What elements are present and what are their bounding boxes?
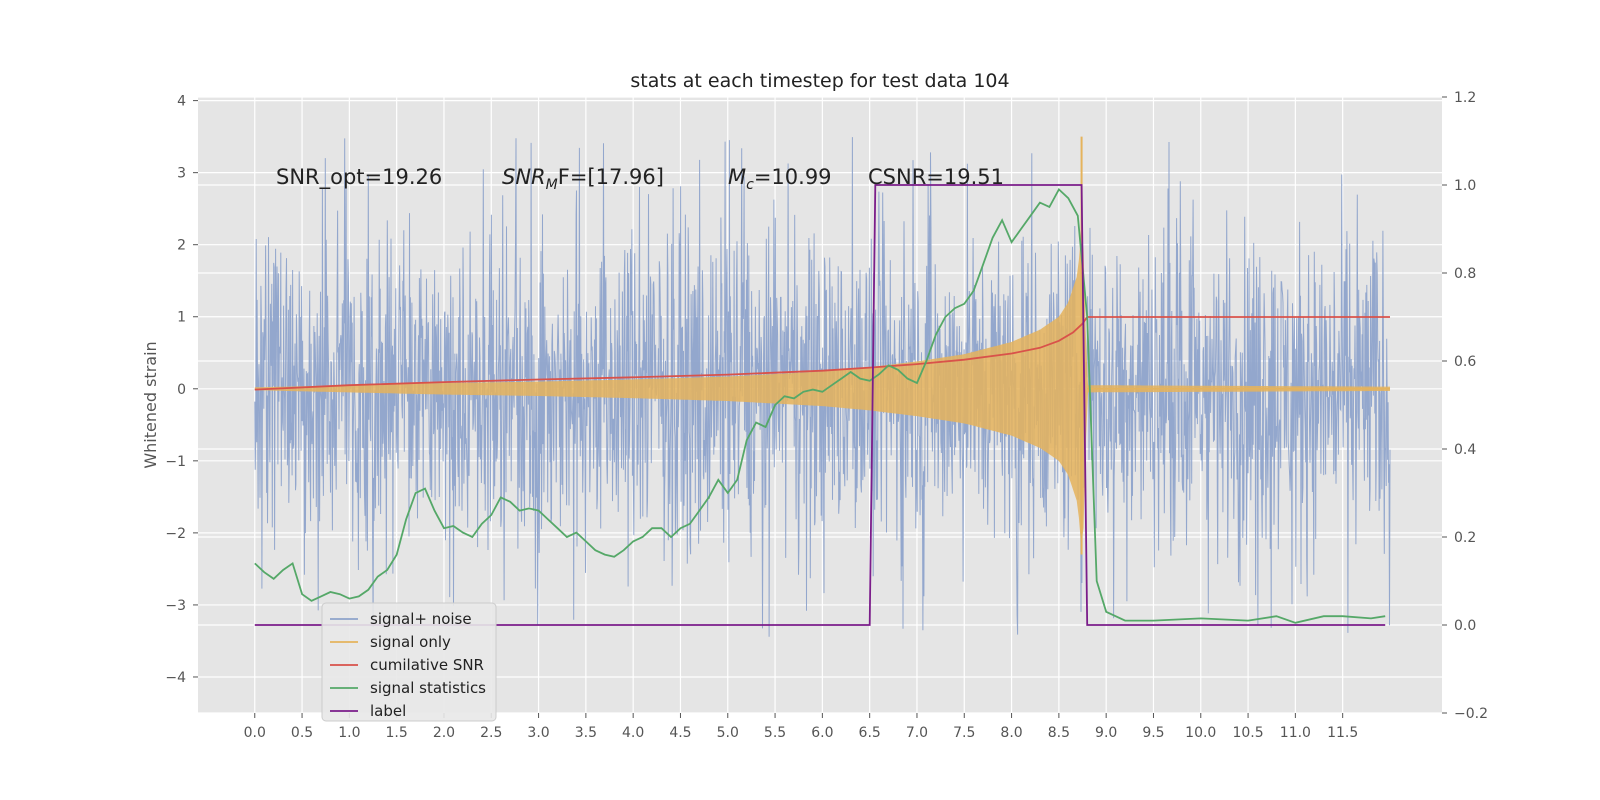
y-tick-label-right: 0.0 [1454,618,1476,634]
cumilative-snr-line [254,316,1390,391]
x-tick-label: 0.5 [291,725,313,741]
csnr-text: CSNR=19.51 [868,165,1004,189]
y-axis-label: Whitened strain [141,341,160,468]
x-tick-label: 6.0 [811,725,833,741]
x-tick-label: 1.0 [338,725,360,741]
snr-mf-annotation: SNRMF=[17.96] [502,165,664,193]
x-tick-label: 7.0 [906,725,928,741]
y-axis-right-ticks: 1.2 1.0 0.8 0.6 0.4 0.2 0.0 −0.2 [1442,90,1488,722]
y-tick-label-right: 1.2 [1454,90,1476,106]
mc-annotation: Mc=10.99 [728,165,832,193]
x-tick-label: 11.0 [1280,725,1311,741]
y-tick-label-right: 0.6 [1454,354,1476,370]
x-tick-label: 10.0 [1185,725,1216,741]
y-tick-label-left: 1 [177,310,186,326]
signal-statistics-line [254,187,1386,624]
snr-opt-annotation: SNR_opt=19.26 [276,165,442,190]
x-tick-label: 4.5 [669,725,691,741]
csnr-annotation: CSNR=19.51 [868,165,1004,189]
y-tick-label-left: 4 [177,94,186,110]
x-tick-label: 8.0 [1000,725,1022,741]
x-tick-label: 9.5 [1142,725,1164,741]
snr-mf-rest: F=[17.96] [558,165,664,189]
x-tick-label: 9.0 [1095,725,1117,741]
chart-title: stats at each timestep for test data 104 [630,70,1009,92]
y-tick-label-right: 0.2 [1454,530,1476,546]
legend-box [321,602,497,722]
x-tick-label: 2.5 [480,725,502,741]
legend-entry: signal statistics [370,679,486,697]
signal-noise-series [254,137,1391,637]
y-tick-label-right: 0.4 [1454,442,1476,458]
x-tick-label: 6.5 [859,725,881,741]
mc-main: M [728,165,746,189]
legend-entry: signal only [370,633,451,651]
y-tick-label-left: 3 [177,166,186,182]
y-tick-label-right: 1.0 [1454,178,1476,194]
label-line [254,184,1386,626]
x-tick-label: 5.0 [717,725,739,741]
y-tick-label-left: −3 [165,598,186,614]
annotations: SNR_opt=19.26 SNRMF=[17.96] Mc=10.99 CSN… [276,165,1004,193]
x-tick-label: 3.5 [575,725,597,741]
legend: signal+ noise signal only cumilative SNR si… [321,602,497,722]
legend-entry: cumilative SNR [370,656,484,674]
line-series [254,184,1390,626]
y-tick-label-left: −4 [165,670,186,686]
legend-entry: signal+ noise [370,610,472,628]
y-tick-label-left: 0 [177,382,186,398]
legend-entry: label [370,702,406,720]
mc-rest: =10.99 [754,165,832,189]
y-tick-label-right: 0.8 [1454,266,1476,282]
x-tick-label: 0.0 [244,725,266,741]
x-tick-label: 5.5 [764,725,786,741]
y-tick-label-right: −0.2 [1454,706,1488,722]
y-tick-label-left: 2 [177,238,186,254]
mc-sub: c [746,177,754,193]
x-tick-label: 4.0 [622,725,644,741]
x-tick-label: 3.0 [527,725,549,741]
x-axis-ticks: 0.0 0.5 1.0 1.5 2.0 2.5 3.0 3.5 4.0 4.5 5.0 5.5 6.0 6… [244,713,1358,741]
x-tick-label: 7.5 [953,725,975,741]
snr-mf-main: SNR [502,165,546,189]
signal-only-fill [254,232,1390,546]
x-tick-label: 1.5 [386,725,408,741]
x-tick-label: 11.5 [1327,725,1358,741]
x-tick-label: 2.0 [433,725,455,741]
y-tick-label-left: −1 [165,454,186,470]
signal-noise-line [254,137,1391,637]
y-tick-label-left: −2 [165,526,186,542]
x-tick-label: 8.5 [1048,725,1070,741]
x-tick-label: 10.5 [1232,725,1263,741]
snr-mf-sub: M [546,177,558,193]
snr-opt-text: SNR_opt=19.26 [276,165,442,190]
y-axis-left-ticks: 4 3 2 1 0 −1 −2 −3 −4 [165,94,198,686]
